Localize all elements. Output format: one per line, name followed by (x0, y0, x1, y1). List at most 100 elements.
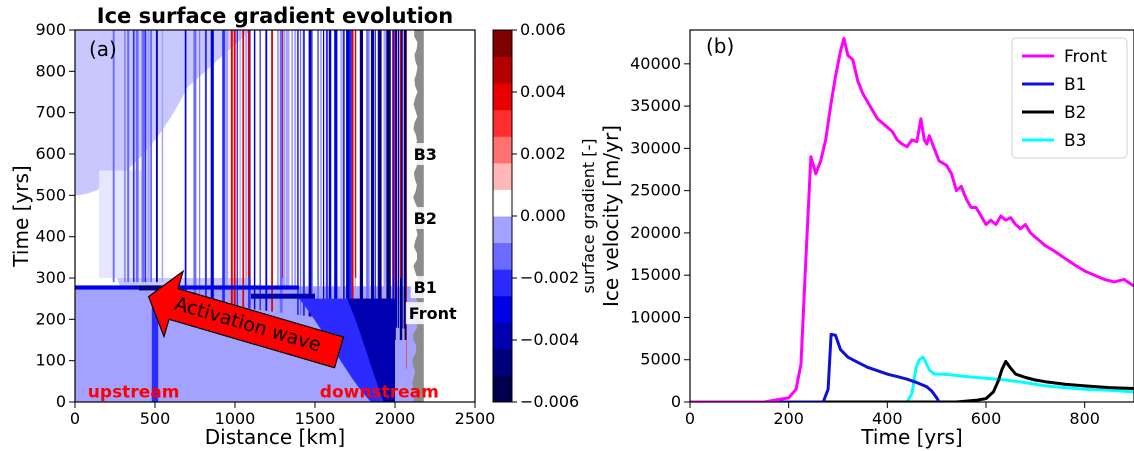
colorbar-ticks: −0.006 −0.004 −0.002 0.000 0.002 0.004 0.006 (512, 20, 579, 411)
y-tick-label: 0 (671, 392, 681, 411)
colorbar-swatch (493, 216, 512, 244)
y-tick-label: 0 (56, 392, 66, 411)
series-line-b3 (690, 355, 1134, 402)
heatmap-stripe (141, 30, 145, 283)
y-tick-label: 5000 (640, 350, 681, 369)
colorbar-swatch (493, 189, 512, 217)
heatmap-stripe (371, 30, 375, 340)
heatmap-stripe (294, 30, 297, 315)
x-tick-label: 200 (773, 409, 804, 428)
heatmap-activation-line (75, 285, 299, 290)
heatmap-stripe (395, 30, 398, 328)
heatmap-red-stripe (406, 30, 407, 369)
y-tick-label: 15000 (630, 265, 681, 284)
heatmap-stripe (230, 30, 233, 307)
heatmap-stripe (204, 30, 207, 304)
heatmap-stripe (144, 30, 147, 283)
line-label: Front (409, 304, 457, 323)
heatmap-stripe (242, 30, 245, 308)
heatmap-red-stripe (355, 30, 357, 278)
colorbar-swatch (493, 269, 512, 297)
heatmap-red-stripe (282, 30, 283, 278)
series-line-front (690, 37, 1134, 402)
y-tick-label: 20000 (630, 223, 681, 242)
heatmap-stripe (397, 30, 400, 328)
panel-b-axes: 0 200 400 600 800 0 5000 10000 15000 20000 25000 30… (630, 54, 1100, 428)
heatmap-stripe (233, 30, 236, 307)
heatmap-stripe (279, 30, 283, 313)
heatmap-stripe (366, 30, 369, 324)
heatmap-wave-band-dark (347, 298, 395, 402)
heatmap-stripe (369, 30, 371, 325)
line-label: B2 (414, 209, 437, 228)
heatmap-stripe (236, 30, 238, 308)
heatmap-red-stripe (247, 30, 250, 278)
line-label-background (410, 143, 439, 165)
heatmap-stripe (387, 30, 390, 340)
colorbar-swatch (493, 242, 512, 270)
heatmap-stripe (132, 30, 135, 283)
heatmap-red-stripe (392, 30, 394, 278)
colorbar-swatch (493, 83, 512, 111)
heatmap-stripe (299, 30, 302, 316)
legend-label: Front (1064, 47, 1107, 67)
y-tick-label: 10000 (630, 307, 681, 326)
colorbar-swatch (493, 348, 512, 376)
y-tick-label: 300 (35, 268, 66, 287)
heatmap-stripe (343, 30, 345, 321)
heatmap-stripe (135, 30, 139, 283)
panel-b-frame (689, 29, 1134, 403)
heatmap-stripe (259, 30, 261, 311)
y-tick-label: 500 (35, 185, 66, 204)
heatmap-stripe (359, 30, 363, 340)
heatmap-stripe (127, 30, 130, 283)
heatmap-stripe (379, 30, 382, 340)
heatmap-stripe (288, 30, 290, 314)
line-series (690, 37, 1134, 402)
legend-label: B2 (1064, 103, 1086, 123)
colorbar-swatch (493, 295, 512, 323)
colorbar-tick-label: −0.006 (520, 392, 579, 411)
line-label-background (405, 302, 467, 325)
x-tick-label: 1000 (215, 409, 256, 428)
legend-label: B1 (1064, 75, 1086, 95)
colorbar: −0.006 −0.004 −0.002 0.000 0.002 0.004 0.006 s… (492, 20, 598, 411)
heatmap-stripe (199, 30, 201, 303)
colorbar-swatch (493, 375, 512, 403)
panel-b-label: (b) (706, 34, 734, 58)
heatmap-thin-stripe (151, 294, 159, 402)
heatmap-stripe (351, 30, 354, 323)
x-tick-label: 2000 (375, 409, 416, 428)
heatmap-stripe (311, 30, 313, 317)
panel-a-xlabel: Distance [km] (205, 425, 345, 449)
heatmap-stripe (291, 30, 294, 315)
colorbar-swatch (493, 162, 512, 190)
heatmap-stripe (253, 30, 256, 310)
line-label-background (410, 207, 439, 230)
y-tick-label: 400 (35, 227, 66, 246)
x-tick-label: 500 (140, 409, 171, 428)
x-tick-label: 600 (971, 409, 1002, 428)
colorbar-tick-label: 0.000 (520, 206, 566, 225)
y-tick-label: 900 (35, 20, 66, 39)
heatmap-stripe (377, 30, 380, 326)
line-label: B1 (414, 278, 437, 297)
colorbar-swatch (493, 322, 512, 350)
heatmap-activation-line (139, 285, 165, 291)
x-tick-label: 400 (872, 409, 903, 428)
heatmap-stripe (328, 30, 332, 320)
heatmap-stripe (374, 30, 376, 325)
legend: Front B1 B2 B3 (1011, 37, 1128, 159)
heatmap-stripe (147, 30, 150, 283)
y-tick-label: 30000 (630, 138, 681, 157)
panel-a-label: (a) (89, 37, 117, 61)
y-tick-label: 35000 (630, 96, 681, 115)
y-tick-label: 600 (35, 144, 66, 163)
series-line-b1 (690, 332, 941, 402)
colorbar-tick-label: 0.006 (520, 20, 566, 39)
y-tick-label: 200 (35, 309, 66, 328)
heatmap-stripe (317, 30, 319, 318)
heatmap-stripe (124, 30, 126, 283)
heatmap-stripe (389, 30, 391, 327)
